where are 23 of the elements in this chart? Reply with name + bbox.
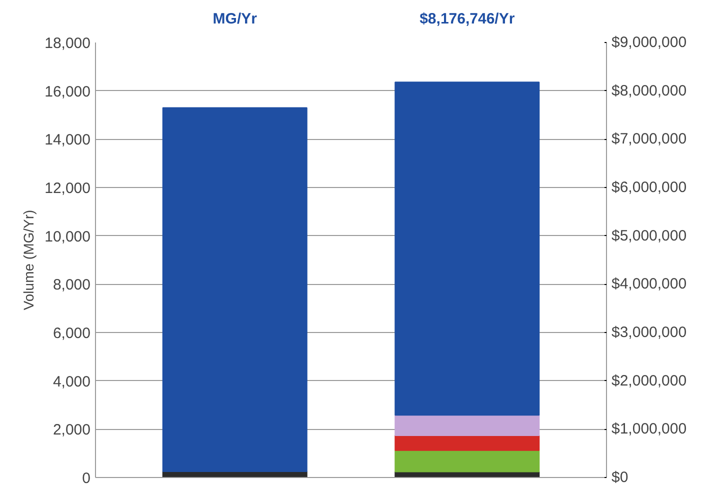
y-tick-label: 4,000 (52, 373, 91, 390)
text: MG/Yr (212, 10, 258, 28)
y2-tick-label: $9,000,000 (612, 34, 687, 51)
text: $8,176,746/Yr (420, 10, 515, 28)
y-axis-title: Volume (MG/Yr) (20, 210, 37, 310)
y-tick-label: 0 (82, 470, 90, 487)
y2-tick-label: $3,000,000 (612, 324, 687, 341)
y2-tick-label: $4,000,000 (612, 276, 687, 293)
y-tick-label: 12,000 (44, 180, 91, 197)
y-tick-label: 18,000 (44, 35, 91, 52)
y2-tick-label: $6,000,000 (612, 179, 687, 196)
y-tick-label: 16,000 (44, 83, 91, 100)
y2-tick-label: $8,000,000 (612, 82, 687, 100)
y-tick-label: 14,000 (44, 132, 91, 149)
y2-tick-label: $7,000,000 (612, 130, 687, 148)
y-tick-label: 6,000 (52, 325, 91, 342)
y-tick-label: 8,000 (52, 276, 91, 294)
y2-tick-label: $0 (612, 469, 628, 486)
y-tick-label: 10,000 (44, 228, 91, 246)
y-tick-label: 2,000 (52, 422, 91, 439)
y2-tick-label: $5,000,000 (612, 227, 687, 244)
y2-tick-label: $1,000,000 (612, 420, 687, 438)
y2-tick-label: $2,000,000 (612, 372, 687, 390)
